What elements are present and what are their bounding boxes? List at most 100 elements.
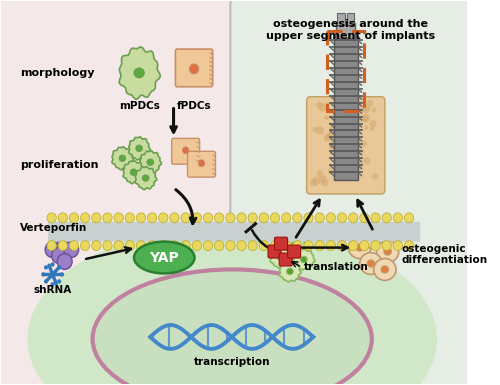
Circle shape <box>52 248 66 263</box>
Circle shape <box>60 272 64 276</box>
Circle shape <box>367 100 373 107</box>
Circle shape <box>282 213 291 223</box>
Bar <box>336 23 355 38</box>
Circle shape <box>57 279 61 284</box>
Ellipse shape <box>367 260 374 267</box>
Circle shape <box>310 179 318 187</box>
Bar <box>338 13 345 25</box>
Circle shape <box>316 170 324 177</box>
Polygon shape <box>119 47 160 99</box>
Circle shape <box>214 241 224 251</box>
Ellipse shape <box>286 268 293 275</box>
Circle shape <box>330 151 334 156</box>
Ellipse shape <box>119 155 126 161</box>
Circle shape <box>330 143 336 149</box>
Circle shape <box>359 150 364 154</box>
Text: morphology: morphology <box>20 68 94 78</box>
Circle shape <box>80 241 90 251</box>
Circle shape <box>292 241 302 251</box>
Ellipse shape <box>300 256 307 263</box>
Polygon shape <box>280 261 301 282</box>
Circle shape <box>321 179 328 186</box>
Circle shape <box>226 213 235 223</box>
Circle shape <box>44 279 48 284</box>
Text: YAP: YAP <box>150 251 179 264</box>
Circle shape <box>325 106 330 112</box>
Circle shape <box>316 102 323 109</box>
FancyBboxPatch shape <box>268 245 281 258</box>
FancyBboxPatch shape <box>0 0 238 385</box>
Circle shape <box>114 213 124 223</box>
FancyBboxPatch shape <box>230 0 470 385</box>
Ellipse shape <box>136 145 142 151</box>
Circle shape <box>170 241 179 251</box>
Circle shape <box>270 241 280 251</box>
Circle shape <box>362 104 370 113</box>
Circle shape <box>364 157 370 165</box>
Ellipse shape <box>384 248 392 255</box>
Circle shape <box>237 241 246 251</box>
Circle shape <box>70 241 78 251</box>
Circle shape <box>357 162 363 169</box>
Circle shape <box>370 121 376 127</box>
Circle shape <box>45 242 60 258</box>
Circle shape <box>170 213 179 223</box>
Circle shape <box>348 241 358 251</box>
Circle shape <box>348 213 358 223</box>
Circle shape <box>372 107 376 112</box>
FancyBboxPatch shape <box>274 237 287 250</box>
Circle shape <box>158 213 168 223</box>
Ellipse shape <box>374 258 396 280</box>
Circle shape <box>362 114 370 122</box>
Ellipse shape <box>278 254 284 261</box>
Ellipse shape <box>92 270 372 385</box>
Circle shape <box>192 213 202 223</box>
Circle shape <box>148 213 157 223</box>
Circle shape <box>148 241 157 251</box>
Circle shape <box>324 134 332 142</box>
Ellipse shape <box>370 234 378 241</box>
Ellipse shape <box>182 147 189 154</box>
Circle shape <box>371 213 380 223</box>
Circle shape <box>58 213 68 223</box>
Circle shape <box>326 241 336 251</box>
Circle shape <box>382 213 392 223</box>
Text: shRNA: shRNA <box>34 285 72 295</box>
Circle shape <box>103 213 112 223</box>
Text: mPDCs: mPDCs <box>118 100 160 110</box>
Ellipse shape <box>362 227 385 249</box>
Circle shape <box>315 241 324 251</box>
Circle shape <box>57 254 72 270</box>
Ellipse shape <box>147 159 154 165</box>
Circle shape <box>237 213 246 223</box>
Circle shape <box>136 213 145 223</box>
Text: transcription: transcription <box>194 357 270 367</box>
Polygon shape <box>128 137 150 160</box>
Circle shape <box>316 126 324 135</box>
Circle shape <box>382 241 392 251</box>
Ellipse shape <box>376 241 399 263</box>
Circle shape <box>204 241 212 251</box>
Ellipse shape <box>356 244 364 251</box>
Circle shape <box>338 213 346 223</box>
Circle shape <box>70 213 78 223</box>
Circle shape <box>47 213 56 223</box>
Ellipse shape <box>28 225 437 385</box>
FancyBboxPatch shape <box>48 222 420 242</box>
Ellipse shape <box>198 160 204 167</box>
Circle shape <box>259 213 268 223</box>
Circle shape <box>92 241 101 251</box>
Circle shape <box>50 262 54 267</box>
Circle shape <box>338 241 346 251</box>
Circle shape <box>136 241 145 251</box>
Circle shape <box>158 241 168 251</box>
Bar <box>346 13 354 25</box>
FancyBboxPatch shape <box>288 245 300 258</box>
Circle shape <box>270 213 280 223</box>
Text: Verteporfin: Verteporfin <box>20 223 87 233</box>
Polygon shape <box>294 249 315 270</box>
Circle shape <box>315 213 324 223</box>
Circle shape <box>103 241 112 251</box>
Circle shape <box>371 241 380 251</box>
Polygon shape <box>284 234 306 255</box>
